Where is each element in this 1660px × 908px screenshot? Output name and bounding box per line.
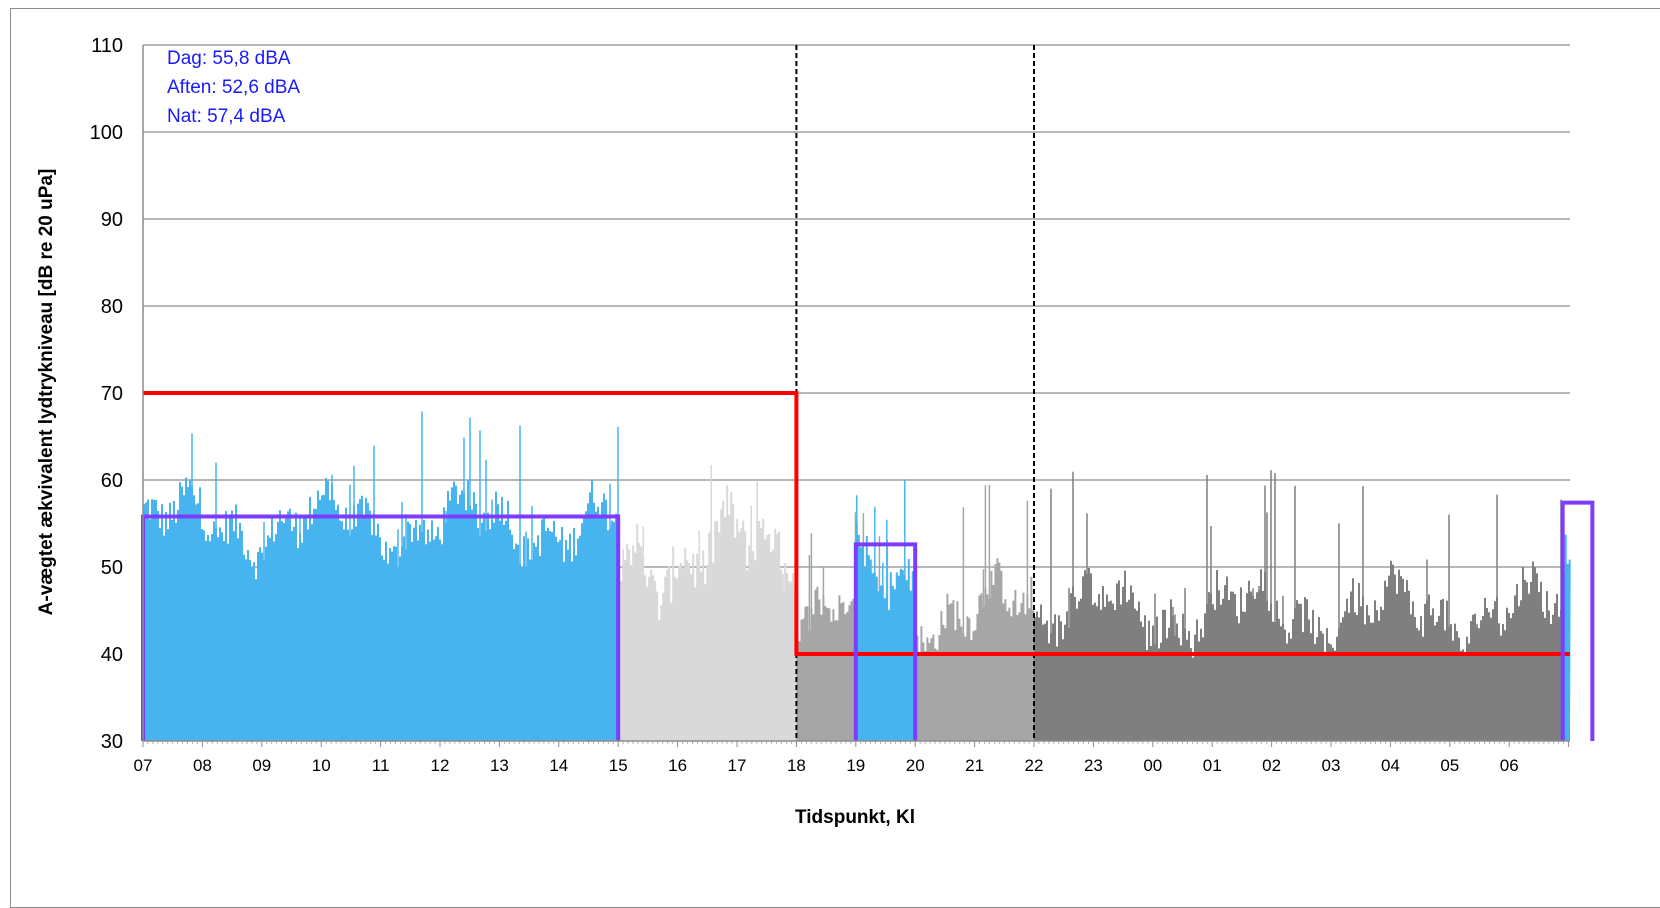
x-tick-label-12: 12 bbox=[431, 756, 450, 775]
x-tick-label-20: 20 bbox=[906, 756, 925, 775]
x-tick-label-00: 00 bbox=[1143, 756, 1162, 775]
y-tick-label-30: 30 bbox=[101, 731, 123, 753]
x-tick-label-06: 06 bbox=[1500, 756, 1519, 775]
x-tick-label-07: 07 bbox=[134, 756, 153, 775]
y-tick-label-110: 110 bbox=[91, 35, 123, 57]
average-box-aften bbox=[853, 542, 918, 741]
x-tick-label-01: 01 bbox=[1203, 756, 1222, 775]
x-tick-label-08: 08 bbox=[193, 756, 212, 775]
annotations: Dag: 55,8 dBA Aften: 52,6 dBA Nat: 57,4 dB… bbox=[167, 48, 300, 127]
x-tick-label-03: 03 bbox=[1322, 756, 1341, 775]
x-tick-label-16: 16 bbox=[668, 756, 687, 775]
x-tick-label-05: 05 bbox=[1440, 756, 1459, 775]
series-5-area bbox=[1562, 534, 1571, 741]
series-4 bbox=[1034, 470, 1570, 741]
series-3-peaks bbox=[856, 479, 906, 594]
y-axis-title: A-vægtet ækvivalent lydtrykniveau [dB re… bbox=[36, 169, 57, 616]
x-tick-label-18: 18 bbox=[787, 756, 806, 775]
annotation-1: Aften: 52,6 dBA bbox=[167, 77, 300, 98]
series-0-area bbox=[143, 477, 619, 741]
x-tick-label-10: 10 bbox=[312, 756, 331, 775]
y-tick-label-100: 100 bbox=[90, 122, 123, 144]
x-tick-labels: 07 08 09 10 11 12 13 14 15 16 17 18 19 20 21 22 23 00 01 02… bbox=[134, 756, 1519, 775]
series-5 bbox=[1562, 534, 1571, 741]
series-3-area bbox=[855, 523, 916, 741]
series-1-area bbox=[618, 485, 799, 741]
series-1-peaks bbox=[622, 465, 798, 609]
y-tick-label-40: 40 bbox=[101, 644, 123, 666]
y-tick-labels: 30 40 50 60 70 80 90 100 110 bbox=[90, 35, 123, 753]
x-tick-label-17: 17 bbox=[728, 756, 747, 775]
y-tick-label-70: 70 bbox=[101, 383, 123, 405]
annotation-2: Nat: 57,4 dBA bbox=[167, 106, 286, 127]
y-tick-label-80: 80 bbox=[101, 296, 123, 318]
series-1 bbox=[618, 465, 799, 741]
y-tick-label-90: 90 bbox=[101, 209, 123, 231]
x-tick-label-14: 14 bbox=[549, 756, 568, 775]
y-tick-label-50: 50 bbox=[101, 557, 123, 579]
y-tick-label-60: 60 bbox=[101, 470, 123, 492]
x-tick-label-02: 02 bbox=[1262, 756, 1281, 775]
x-tick-label-15: 15 bbox=[609, 756, 628, 775]
x-tick-label-13: 13 bbox=[490, 756, 509, 775]
x-axis-title: Tidspunkt, Kl bbox=[795, 807, 915, 828]
average-box-nat bbox=[1560, 500, 1595, 741]
series-4-peaks bbox=[1050, 470, 1564, 644]
series-3 bbox=[855, 479, 916, 741]
x-tick-label-23: 23 bbox=[1084, 756, 1103, 775]
x-tick-label-22: 22 bbox=[1025, 756, 1044, 775]
x-tick-label-21: 21 bbox=[965, 756, 984, 775]
series-4-area bbox=[1034, 560, 1570, 741]
x-tick-label-09: 09 bbox=[252, 756, 271, 775]
limit-line bbox=[143, 391, 1570, 656]
x-tick-label-19: 19 bbox=[846, 756, 865, 775]
x-tick-label-11: 11 bbox=[372, 756, 390, 775]
axes bbox=[142, 45, 1570, 747]
annotation-0: Dag: 55,8 dBA bbox=[167, 48, 291, 69]
series-0 bbox=[143, 411, 619, 741]
x-tick-label-04: 04 bbox=[1381, 756, 1400, 775]
limit-line-path bbox=[143, 391, 1570, 656]
